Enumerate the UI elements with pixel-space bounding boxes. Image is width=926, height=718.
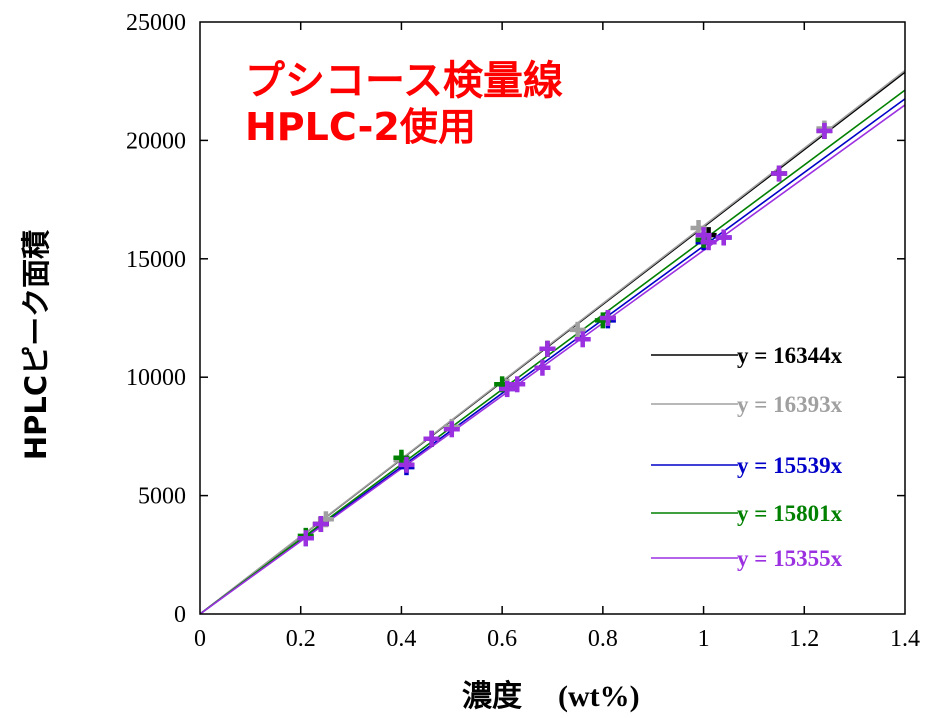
legend-label: y = 16393x <box>737 392 843 417</box>
data-point <box>599 310 616 326</box>
data-points <box>297 120 833 547</box>
x-axis-label-jp: 濃度 <box>462 679 522 714</box>
y-tick-label: 25000 <box>126 10 186 36</box>
x-tick-label: 0.4 <box>386 626 416 652</box>
data-point <box>771 165 788 182</box>
data-point <box>816 122 833 139</box>
data-point <box>423 430 440 447</box>
y-tick-label: 0 <box>174 602 186 628</box>
y-tick-label: 15000 <box>126 247 186 273</box>
x-tick-label: 0.8 <box>588 626 618 652</box>
legend: y = 16344x y = 16393x y = 15539x y = 15801x… <box>651 343 843 571</box>
y-axis-label: HPLCピーク面積 <box>19 230 53 460</box>
data-point <box>398 456 415 473</box>
x-axis-label-unit: (wt%) <box>558 680 640 713</box>
fit-line <box>199 104 906 615</box>
x-tick-label: 1.2 <box>789 626 819 652</box>
x-tick-label: 0 <box>194 626 206 652</box>
x-tick-label: 1 <box>698 626 710 652</box>
data-point <box>574 331 591 348</box>
plot-frame <box>199 21 906 615</box>
tick-labels: 0 0.2 0.4 0.6 0.8 1 1.2 1.4 0 5000 10000 15000 20000… <box>126 10 920 652</box>
data-point <box>509 376 526 393</box>
data-point <box>297 530 314 547</box>
x-tick-label: 1.4 <box>890 626 920 652</box>
y-tick-label: 5000 <box>138 484 186 510</box>
legend-label: y = 16344x <box>737 343 843 368</box>
data-point <box>499 381 516 398</box>
data-point <box>715 229 732 246</box>
x-tick-label: 0.6 <box>487 626 517 652</box>
chart-title: プシコース検量線 <box>245 58 563 104</box>
data-point <box>569 321 586 338</box>
chart-subtitle: HPLC-2使用 <box>245 105 476 149</box>
data-point <box>539 340 556 357</box>
x-tick-label: 0.2 <box>286 626 316 652</box>
fit-line <box>199 89 906 615</box>
legend-label: y = 15539x <box>737 453 843 478</box>
fit-line <box>199 98 906 615</box>
data-point <box>312 516 329 533</box>
legend-label: y = 15801x <box>737 501 843 526</box>
data-point <box>443 421 460 438</box>
axes-ticks <box>200 22 905 614</box>
y-tick-label: 10000 <box>126 365 186 391</box>
data-point <box>534 359 551 376</box>
data-point <box>700 234 717 251</box>
y-tick-label: 20000 <box>126 128 186 154</box>
legend-label: y = 15355x <box>737 546 843 571</box>
